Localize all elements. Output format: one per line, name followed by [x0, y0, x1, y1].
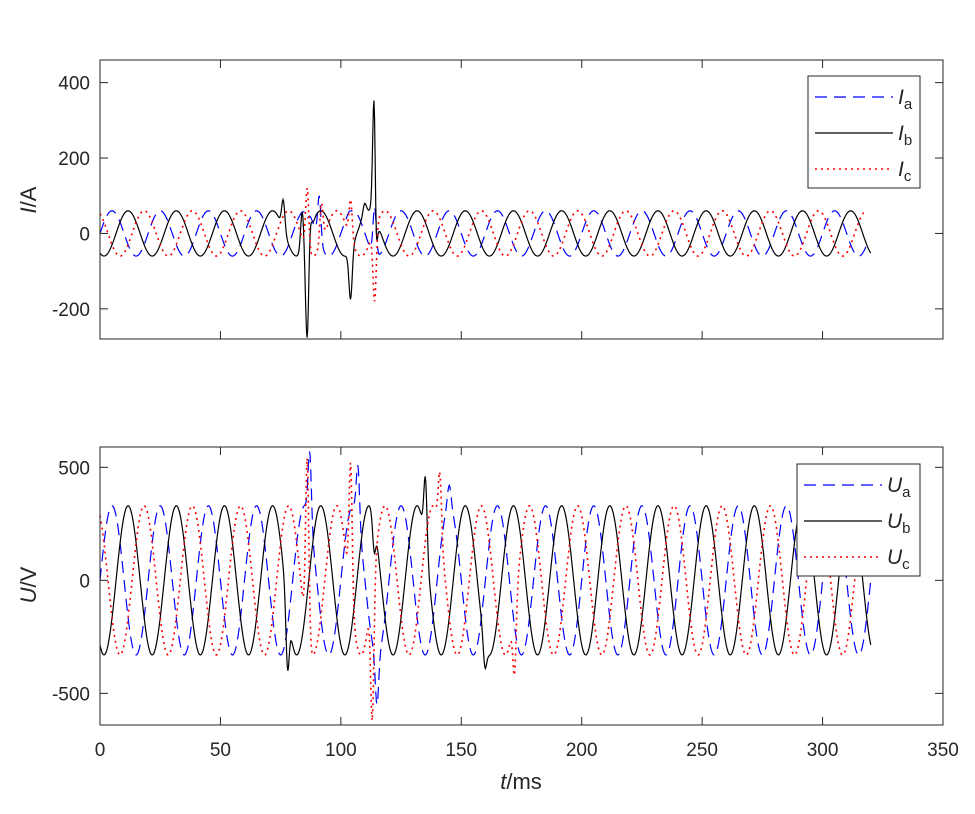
- legend-label-ib-main: I: [898, 122, 904, 145]
- legend-label-ic: Ic: [898, 158, 912, 185]
- time-x-axis-var: t: [500, 769, 507, 794]
- voltage-legend: Ua Ub Uc: [796, 463, 921, 577]
- legend-label-ia: Ia: [898, 86, 913, 113]
- legend-label-ib: Ib: [898, 122, 912, 149]
- voltage-y-axis-var: U: [16, 587, 41, 603]
- voltage-x-tick-label: 0: [95, 740, 106, 761]
- time-x-axis-unit: /ms: [506, 769, 541, 794]
- time-x-axis-label: t/ms: [500, 769, 542, 794]
- legend-label-ic-main: I: [898, 158, 904, 181]
- current-y-axis-label: I/A: [16, 186, 41, 213]
- voltage-tick-group: 500 0 -500 0 50 100 150 200 250 300 350: [52, 447, 959, 761]
- legend-label-ub: Ub: [887, 510, 911, 537]
- legend-label-ua-sub: a: [902, 484, 911, 501]
- voltage-x-tick-label: 100: [325, 740, 357, 761]
- voltage-axes-box: [99, 446, 944, 726]
- voltage-y-axis-unit: /V: [16, 566, 41, 587]
- legend-label-ib-sub: b: [904, 132, 912, 149]
- series-line-ic: [99, 188, 867, 302]
- voltage-plot: 500 0 -500 0 50 100 150 200 250 300 350 U/V t/ms U…: [16, 446, 959, 794]
- legend-label-uc-sub: c: [902, 556, 910, 573]
- legend-label-ia-sub: a: [904, 96, 913, 113]
- voltage-y-tick-label: 500: [58, 458, 90, 479]
- voltage-x-tick-label: 50: [210, 740, 231, 761]
- legend-label-uc-main: U: [887, 546, 903, 569]
- current-y-axis-var: I: [16, 207, 41, 213]
- current-y-tick-label: 200: [58, 149, 90, 170]
- current-y-tick-label: -200: [52, 300, 90, 321]
- voltage-x-tick-label: 250: [686, 740, 718, 761]
- voltage-x-tick-label: 350: [927, 740, 959, 761]
- legend-label-uc: Uc: [887, 546, 910, 573]
- voltage-y-tick-label: 0: [79, 571, 90, 592]
- current-series-group: [99, 100, 872, 338]
- current-legend: Ia Ib Ic: [807, 75, 921, 189]
- voltage-y-tick-label: -500: [52, 684, 90, 705]
- legend-label-ub-sub: b: [902, 520, 910, 537]
- series-line-ib: [99, 100, 872, 338]
- series-line-ub: [99, 476, 872, 671]
- voltage-x-tick-label: 300: [807, 740, 839, 761]
- current-y-axis-unit: /A: [16, 186, 41, 207]
- series-line-ia: [99, 195, 867, 257]
- voltage-x-tick-label: 200: [566, 740, 598, 761]
- legend-label-ua: Ua: [887, 474, 911, 501]
- legend-label-ua-main: U: [887, 474, 903, 497]
- legend-label-ia-main: I: [898, 86, 904, 109]
- legend-label-ic-sub: c: [904, 168, 912, 185]
- current-y-tick-label: 0: [79, 224, 90, 245]
- voltage-y-axis-label: U/V: [16, 566, 41, 603]
- current-axes-box: [99, 59, 944, 340]
- voltage-series-group: [99, 451, 872, 721]
- voltage-x-tick-label: 150: [445, 740, 477, 761]
- current-tick-group: 400 200 0 -200: [52, 60, 944, 339]
- series-line-ua: [99, 451, 872, 705]
- current-y-tick-label: 400: [58, 74, 90, 95]
- legend-label-ub-main: U: [887, 510, 903, 533]
